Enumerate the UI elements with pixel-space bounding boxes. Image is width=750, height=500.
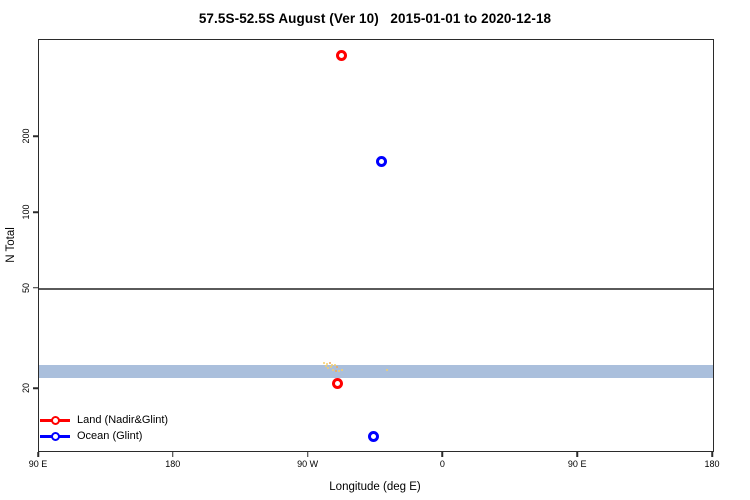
cluster-dot <box>386 368 389 371</box>
x-tick-mark <box>576 451 578 457</box>
cluster-dot <box>338 370 340 373</box>
data-point-land <box>331 378 343 390</box>
cluster-dot <box>323 361 326 364</box>
data-point-ocean <box>376 156 388 168</box>
x-axis-label: Longitude (deg E) <box>329 481 421 493</box>
legend-marker-circle <box>50 431 60 441</box>
cluster-dot <box>326 367 329 370</box>
data-point-land <box>336 50 348 62</box>
legend-marker-circle <box>50 416 60 426</box>
x-tick-mark <box>172 451 174 457</box>
chart-title: 57.5S-52.5S August (Ver 10) 2015-01-01 t… <box>198 11 552 26</box>
y-tick-label: 20 <box>21 383 31 394</box>
reference-line <box>39 287 713 290</box>
y-tick-mark <box>33 287 38 289</box>
x-tick-label: 180 <box>704 459 720 469</box>
y-axis-label: N Total <box>5 227 17 263</box>
legend-label: Ocean (Glint) <box>77 429 143 442</box>
y-tick-label: 200 <box>21 128 31 144</box>
cluster-dot <box>341 368 343 371</box>
cluster-dot <box>335 369 337 372</box>
x-tick-mark <box>441 451 444 457</box>
y-tick-mark <box>33 387 38 389</box>
x-tick-label: 90 W <box>297 459 319 469</box>
legend-label: Land (Nadir&Glint) <box>77 414 169 426</box>
cluster-dot <box>329 366 332 369</box>
reference-band <box>39 364 713 379</box>
x-tick-mark <box>711 451 713 457</box>
y-tick-label: 100 <box>21 204 31 220</box>
x-tick-label: 180 <box>165 459 181 469</box>
x-tick-label: 90 E <box>28 459 48 469</box>
x-tick-label: 90 E <box>567 459 587 469</box>
y-tick-mark <box>33 135 38 137</box>
plot-area <box>38 39 714 452</box>
cluster-dot <box>330 364 333 367</box>
x-tick-label: 0 <box>439 459 445 469</box>
x-tick-mark <box>306 451 309 457</box>
cluster-dot <box>324 365 327 368</box>
cluster-dot <box>326 362 329 365</box>
cluster-dot <box>335 366 338 369</box>
cluster-dot <box>329 361 332 364</box>
cluster-dot <box>333 364 336 367</box>
y-tick-label: 50 <box>21 282 31 293</box>
x-tick-mark <box>37 451 39 457</box>
data-point-ocean <box>367 430 379 442</box>
cluster-dot <box>332 368 334 371</box>
y-tick-mark <box>33 211 38 213</box>
